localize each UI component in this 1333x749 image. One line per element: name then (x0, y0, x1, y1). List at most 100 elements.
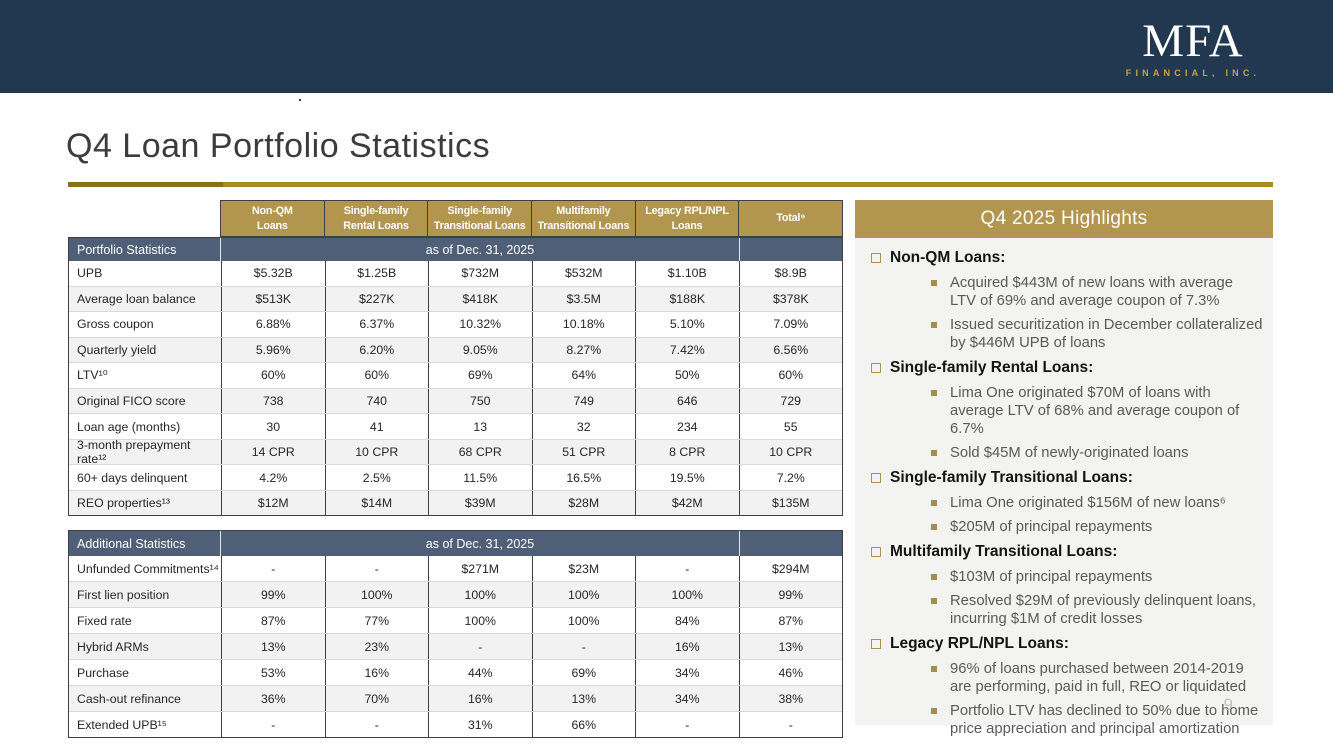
table-cell: 13% (531, 686, 636, 711)
table-row: Original FICO score 738 740 750 749 646 729 (69, 387, 842, 414)
table-cell: 749 (531, 388, 636, 414)
additional-statistics-table: Additional Statistics as of Dec. 31, 202… (68, 530, 843, 738)
highlight-text: Resolved $29M of previously delinquent l… (950, 593, 1256, 628)
square-bullet-icon (931, 666, 937, 673)
table-row: Extended UPB¹⁵ - -31% 66% - - (69, 711, 842, 737)
table-cell: 14 CPR (221, 439, 325, 465)
table-row: Hybrid ARMs 13% 23% - -16% 13% (69, 633, 842, 659)
table-cell: 19.5% (635, 465, 739, 490)
table-cell: 60% (221, 363, 325, 388)
table-cell: 13 (428, 414, 532, 439)
table-cell: - (635, 712, 739, 737)
highlight-text: Portfolio LTV has declined to 50% due to… (950, 703, 1259, 738)
table-cell: 9.05% (428, 337, 532, 363)
row-label: Gross coupon (77, 317, 154, 332)
highlight-item: Sold $45M of newly-originated loans (867, 444, 1263, 462)
table-cell: $271M (428, 556, 532, 581)
table-cell: - (324, 556, 429, 581)
table-cell: 13% (738, 634, 843, 659)
table-cell: 7.42% (635, 337, 739, 363)
row-label: 3-month prepayment rate¹² (77, 438, 191, 467)
table-cell: 44% (428, 660, 532, 685)
square-bullet-icon (931, 322, 937, 328)
table-cell: 5.96% (221, 337, 325, 363)
table-cell: - (738, 712, 843, 737)
table-cell: 87% (221, 608, 325, 633)
table-cell: 23% (324, 634, 429, 659)
row-label: Purchase (77, 665, 129, 680)
highlight-heading: Multifamily Transitional Loans: (890, 543, 1118, 561)
table-cell: - (531, 634, 636, 659)
stray-mark (299, 99, 301, 101)
table-cell: 53% (221, 660, 325, 685)
table-cell: 16% (428, 686, 532, 711)
table-cell: 55 (738, 414, 843, 439)
table-cell: 5.10% (635, 312, 739, 337)
portfolio-statistics-table: Non-QM Loans Single-family Rental Loans Si… (68, 200, 843, 517)
column-header: Legacy RPL/NPL Loans (634, 201, 739, 236)
table-cell: $39M (428, 490, 532, 516)
table-cell: $1.25B (324, 261, 429, 286)
table-cell: 30 (221, 414, 325, 439)
row-label: UPB (77, 266, 103, 281)
table-cell: 6.56% (738, 337, 843, 363)
highlight-text: $205M of principal repayments (950, 519, 1153, 536)
title-underline-light (223, 182, 1273, 187)
table-row: REO properties¹³ $12M $14M $39M $28M $42M $135… (69, 489, 842, 516)
table-cell: 69% (428, 363, 532, 388)
table-row: Loan age (months) 30 41 13 32 234 55 (69, 413, 842, 439)
column-header: Single-family Rental Loans (323, 201, 428, 236)
hollow-square-bullet-icon (871, 547, 881, 558)
table-cell: $513K (221, 286, 325, 312)
row-label: First lien position (77, 587, 170, 602)
table-cell: $12M (221, 490, 325, 516)
table-cell: 100% (531, 582, 636, 607)
table-cell: 16% (324, 660, 429, 685)
table-cell: 13% (221, 634, 325, 659)
title-underline-dark (68, 182, 223, 187)
highlight-heading: Non-QM Loans: (890, 249, 1006, 266)
table-cell: 100% (428, 608, 532, 633)
highlight-heading: Single-family Transitional Loans: (890, 469, 1133, 487)
highlight-item: $205M of principal repayments (867, 518, 1263, 536)
highlights-title: Q4 2025 Highlights (855, 200, 1273, 238)
as-of-date-label: as of Dec. 31, 2025 (221, 531, 740, 556)
table-cell: $1.10B (635, 261, 739, 286)
highlight-text: Issued securitization in December collat… (950, 317, 1263, 352)
table-cell: $188K (635, 286, 739, 312)
table-cell: $3.5M (531, 286, 636, 312)
table-cell: 11.5% (428, 465, 532, 490)
table-cell: $8.9B (738, 261, 843, 286)
table-cell: 2.5% (324, 465, 429, 490)
table-cell: $42M (635, 490, 739, 516)
table-cell: 738 (221, 388, 325, 414)
section-label: Additional Statistics (69, 531, 221, 556)
highlight-item: Issued securitization in December collat… (867, 316, 1263, 352)
logo-wordmark: MFA (1142, 15, 1244, 67)
row-label: Cash-out refinance (77, 691, 181, 706)
column-header: Multifamily Transitional Loans (531, 201, 635, 236)
table-row: 60+ days delinquent 4.2% 2.5% 11.5% 16.5% 19.… (69, 464, 842, 490)
highlight-item: Lima One originated $70M of loans with a… (867, 384, 1263, 438)
hollow-square-bullet-icon (871, 253, 881, 263)
table-cell: - (635, 556, 739, 581)
table-cell: 60% (738, 363, 843, 388)
table-row: UPB $5.32B $1.25B $732M $532M $1.10B $8.9B (69, 261, 842, 286)
table-cell: 100% (531, 608, 636, 633)
table-row: Cash-out refinance 36% 70% 16% 13% 34% 38% (69, 685, 842, 711)
table-cell: - (221, 556, 325, 581)
table-cell: $5.32B (221, 261, 325, 286)
page-number: 9 (1223, 695, 1233, 714)
row-label: Hybrid ARMs (77, 639, 149, 654)
table-row: Unfunded Commitments¹⁴ - - $271M $23M - $294M (69, 556, 842, 581)
highlights-list: Non-QM Loans: Acquired $443M of new loans… (855, 238, 1273, 738)
column-header: Single-family Transitional Loans (427, 201, 531, 236)
table-cell: $227K (324, 286, 429, 312)
portfolio-table-body: Portfolio Statistics as of Dec. 31, 2025… (68, 237, 843, 517)
table-cell: 10 CPR (324, 439, 429, 465)
table-row: Average loan balance $513K $227K $418K $3.5M… (69, 285, 842, 312)
table-cell: 34% (635, 660, 739, 685)
square-bullet-icon (931, 524, 937, 531)
table-row: Fixed rate 87% 77% 100% 100% 84% 87% (69, 607, 842, 633)
as-of-date-label: as of Dec. 31, 2025 (221, 238, 740, 261)
